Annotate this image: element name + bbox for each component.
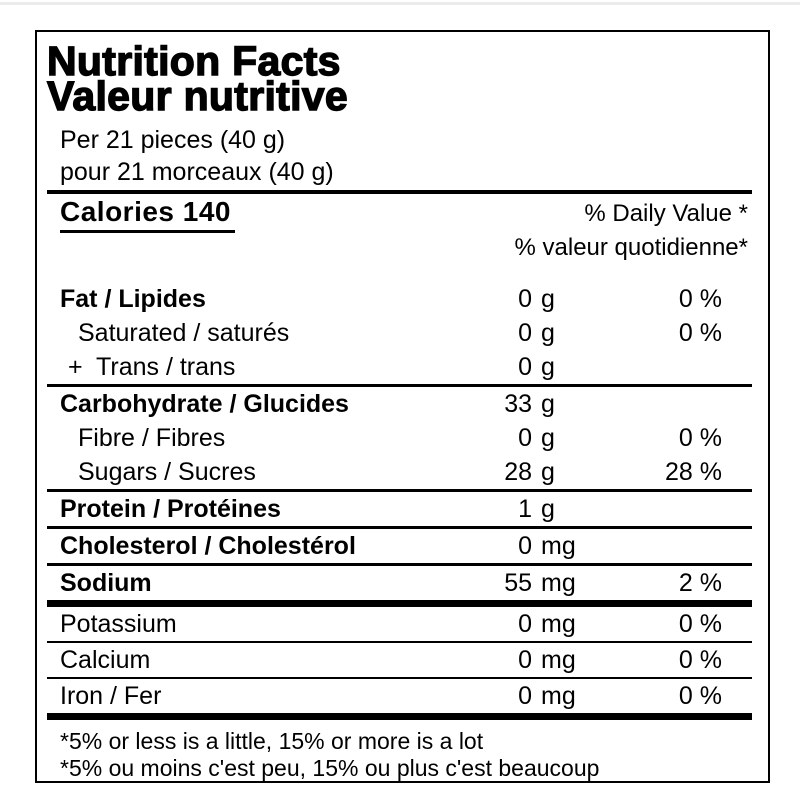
nutrient-unit: mg bbox=[541, 681, 576, 710]
nutrient-unit: g bbox=[541, 423, 555, 452]
divider-sugars bbox=[47, 489, 752, 492]
photo-edge-top bbox=[0, 2, 800, 5]
serving-info: Per 21 pieces (40 g) pour 21 morceaux (4… bbox=[60, 124, 752, 188]
divider-potassium bbox=[47, 641, 752, 643]
nutrient-amount: 0 bbox=[518, 609, 532, 638]
title-en: Nutrition Facts bbox=[46, 38, 341, 84]
nutrient-row-sodium: Sodium 55 mg 2 % bbox=[47, 566, 752, 600]
divider-protein bbox=[47, 526, 752, 529]
nutrient-row-calcium: Calcium 0 mg 0 % bbox=[47, 643, 752, 677]
nutrient-amount: 28 bbox=[504, 457, 532, 486]
nutrient-name: Protein / Protéines bbox=[60, 494, 281, 523]
nutrient-name: Potassium bbox=[60, 609, 177, 638]
nutrient-daily-value: 0 % bbox=[678, 318, 722, 347]
nutrient-amount: 0 bbox=[518, 423, 532, 452]
divider-iron bbox=[47, 713, 752, 720]
title-fr: Valeur nutritive bbox=[46, 73, 349, 119]
divider-cholesterol bbox=[47, 563, 752, 566]
nutrient-table: Fat / Lipides 0 g 0 % Saturated / saturés 0 g 0… bbox=[47, 282, 752, 720]
nutrient-row-trans: + Trans / trans 0 g bbox=[47, 350, 752, 384]
divider-calcium bbox=[47, 677, 752, 679]
serving-size-fr: pour 21 morceaux (40 g) bbox=[60, 158, 334, 186]
nutrient-daily-value: 2 % bbox=[678, 568, 722, 597]
nutrient-name: Fat / Lipides bbox=[60, 284, 206, 313]
nutrient-row-potassium: Potassium 0 mg 0 % bbox=[47, 607, 752, 641]
nutrient-unit: g bbox=[541, 389, 555, 418]
nutrient-unit: mg bbox=[541, 531, 576, 560]
nutrient-name: Cholesterol / Cholestérol bbox=[60, 531, 356, 560]
daily-value-heading-fr: % valeur quotidienne* bbox=[514, 234, 749, 261]
serving-size-en: Per 21 pieces (40 g) bbox=[60, 126, 286, 154]
nutrient-row-protein: Protein / Protéines 1 g bbox=[47, 492, 752, 526]
footnote: *5% or less is a little, 15% or more is … bbox=[60, 720, 752, 781]
nutrient-unit: g bbox=[541, 352, 555, 381]
nutrient-unit: g bbox=[541, 457, 555, 486]
nutrient-daily-value: 0 % bbox=[678, 423, 722, 452]
nutrient-amount: 33 bbox=[504, 389, 532, 418]
nutrient-amount: 0 bbox=[518, 352, 532, 381]
nutrient-name: Carbohydrate / Glucides bbox=[60, 389, 349, 418]
nutrient-unit: mg bbox=[541, 568, 576, 597]
nutrient-daily-value: 0 % bbox=[678, 284, 722, 313]
nutrient-daily-value: 0 % bbox=[678, 609, 722, 638]
divider-trans bbox=[47, 384, 752, 387]
calories-value: Calories 140 bbox=[60, 196, 235, 233]
nutrient-unit: g bbox=[541, 284, 555, 313]
nutrient-daily-value: 0 % bbox=[678, 645, 722, 674]
nutrient-name: Fibre / Fibres bbox=[78, 423, 226, 452]
nutrient-name: Sodium bbox=[60, 568, 152, 597]
nutrient-daily-value: 0 % bbox=[678, 681, 722, 710]
nutrient-amount: 0 bbox=[518, 531, 532, 560]
nutrient-name: Iron / Fer bbox=[60, 681, 162, 710]
nutrient-daily-value: 28 % bbox=[665, 457, 722, 486]
nutrient-row-carbohydrate: Carbohydrate / Glucides 33 g bbox=[47, 387, 752, 421]
nutrient-row-fibre: Fibre / Fibres 0 g 0 % bbox=[47, 421, 752, 455]
divider-serving bbox=[47, 190, 752, 194]
nutrient-unit: mg bbox=[541, 609, 576, 638]
nutrient-name: Sugars / Sucres bbox=[78, 457, 256, 486]
nutrient-row-cholesterol: Cholesterol / Cholestérol 0 mg bbox=[47, 529, 752, 563]
divider-sodium bbox=[47, 600, 752, 607]
nutrient-amount: 0 bbox=[518, 318, 532, 347]
nutrient-name: + Trans / trans bbox=[68, 352, 236, 381]
nutrient-amount: 0 bbox=[518, 284, 532, 313]
nutrient-row-sugars: Sugars / Sucres 28 g 28 % bbox=[47, 455, 752, 489]
nutrition-facts-label: Nutrition Facts Valeur nutritive Per 21 … bbox=[35, 30, 770, 783]
nutrient-unit: g bbox=[541, 318, 555, 347]
nutrient-amount: 55 bbox=[504, 568, 532, 597]
nutrient-amount: 0 bbox=[518, 681, 532, 710]
nutrient-unit: mg bbox=[541, 645, 576, 674]
nutrient-name: Calcium bbox=[60, 645, 151, 674]
nutrient-row-saturated: Saturated / saturés 0 g 0 % bbox=[47, 316, 752, 350]
nutrient-row-iron: Iron / Fer 0 mg 0 % bbox=[47, 679, 752, 713]
daily-value-heading-en: % Daily Value * bbox=[584, 200, 748, 227]
footnote-en: *5% or less is a little, 15% or more is … bbox=[60, 728, 484, 754]
nutrient-name: Saturated / saturés bbox=[78, 318, 290, 347]
nutrient-amount: 1 bbox=[518, 494, 532, 523]
nutrient-amount: 0 bbox=[518, 645, 532, 674]
footnote-fr: *5% ou moins c'est peu, 15% ou plus c'es… bbox=[60, 755, 600, 781]
calories-row: Calories 140 % Daily Value * bbox=[47, 194, 752, 234]
nutrient-row-fat: Fat / Lipides 0 g 0 % bbox=[47, 282, 752, 316]
nutrient-unit: g bbox=[541, 494, 555, 523]
